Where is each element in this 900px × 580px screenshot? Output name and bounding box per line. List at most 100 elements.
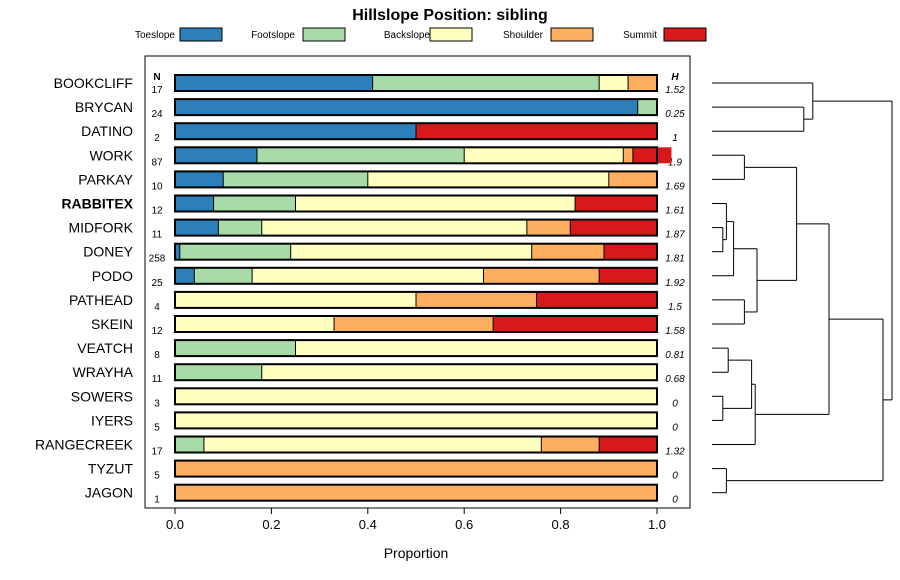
bar-segment-shoulder xyxy=(628,75,657,91)
bar-row-parkay: PARKAY 10 1.69 xyxy=(78,170,685,192)
bar-row-iyers: IYERS 5 0 xyxy=(91,411,678,433)
bar-outline xyxy=(174,459,658,478)
bar-segment-toeslope xyxy=(175,99,638,116)
n-value: 25 xyxy=(151,278,163,289)
site-label: PODO xyxy=(92,268,133,284)
bar-segment-footslope xyxy=(372,75,600,91)
site-label: RABBITEX xyxy=(61,196,133,212)
bar-row-rangecreek: RANGECREEK 17 1.32 xyxy=(35,435,685,458)
bar-outline xyxy=(174,435,658,454)
site-label: VEATCH xyxy=(77,340,133,356)
n-value: 11 xyxy=(152,374,163,385)
h-value: 1.52 xyxy=(665,85,685,96)
h-value: 1 xyxy=(672,133,678,144)
h-value: 1.5 xyxy=(668,302,682,313)
n-value: 10 xyxy=(151,181,163,192)
site-label: DATINO xyxy=(81,123,133,139)
n-value: 12 xyxy=(151,326,163,337)
bar-segment-shoulder xyxy=(541,436,600,453)
legend-label-footslope: Footslope xyxy=(251,30,295,41)
bar-outline xyxy=(174,411,658,430)
bar-outline xyxy=(174,98,658,117)
bar-outline xyxy=(174,218,658,237)
bar-segment-footslope xyxy=(175,364,262,381)
site-label: DONEY xyxy=(83,244,133,260)
plot-frame xyxy=(144,55,691,509)
bar-segment-backslope xyxy=(295,195,576,212)
bar-segment-footslope xyxy=(218,219,262,236)
bar-segment-backslope xyxy=(367,171,609,188)
bar-row-brycan: BRYCAN 24 0.25 xyxy=(75,98,685,120)
n-column-header: N xyxy=(153,72,160,83)
h-value: 0 xyxy=(672,398,678,409)
n-value: 17 xyxy=(151,85,163,96)
bar-row-veatch: VEATCH 8 0.81 xyxy=(77,339,685,361)
bar-outline xyxy=(174,170,658,189)
h-column-header: H xyxy=(671,72,679,83)
h-value: 1.92 xyxy=(665,278,685,289)
bar-row-jagon: JAGON 1 0 xyxy=(85,483,678,506)
n-value: 24 xyxy=(151,109,163,120)
h-value: 0 xyxy=(672,422,678,433)
bar-segment-footslope xyxy=(637,99,657,116)
legend-label-summit: Summit xyxy=(623,30,657,41)
h-value: 0 xyxy=(672,495,678,506)
site-label: RANGECREEK xyxy=(35,437,134,453)
site-label: PARKAY xyxy=(78,171,133,187)
bar-outline xyxy=(174,242,658,261)
x-tick-label: 0.4 xyxy=(359,517,377,532)
bar-outline xyxy=(174,363,658,382)
bar-segment-toeslope xyxy=(175,219,219,236)
bar-row-datino: DATINO 2 1 xyxy=(81,122,678,144)
bar-segment-summit xyxy=(493,316,657,332)
bar-segment-backslope xyxy=(175,291,416,308)
n-value: 12 xyxy=(151,206,163,217)
bar-segment-backslope xyxy=(261,219,527,236)
chart-title: Hillslope Position: sibling xyxy=(352,7,548,24)
bar-segment-shoulder xyxy=(416,291,537,308)
n-value: 1 xyxy=(154,495,160,506)
bar-segment-footslope xyxy=(213,195,296,212)
x-tick-label: 0.8 xyxy=(552,517,570,532)
bar-segment-footslope xyxy=(256,147,465,164)
n-value: 17 xyxy=(151,447,163,458)
bar-segment-footslope xyxy=(175,436,204,453)
bar-segment-toeslope xyxy=(175,243,180,260)
site-label: IYERS xyxy=(91,412,133,428)
legend-label-shoulder: Shoulder xyxy=(503,30,544,41)
n-value: 3 xyxy=(154,398,160,409)
bar-segment-shoulder xyxy=(175,484,657,501)
bar-segment-shoulder xyxy=(608,171,657,188)
h-value: 0.81 xyxy=(665,350,684,361)
bar-segment-toeslope xyxy=(175,171,224,188)
bar-segment-summit xyxy=(603,243,657,260)
bar-row-rabbitex: RABBITEX 12 1.61 xyxy=(61,194,685,217)
bar-segment-summit xyxy=(570,219,657,236)
bar-row-work: WORK 87 1.9 xyxy=(89,146,682,168)
h-value: 0.25 xyxy=(665,109,685,120)
h-value: 0 xyxy=(672,471,678,482)
bar-outline xyxy=(174,339,658,358)
bar-outline xyxy=(174,122,658,141)
bar-segment-footslope xyxy=(194,267,253,284)
bar-segment-toeslope xyxy=(175,147,257,164)
legend-label-backslope: Backslope xyxy=(384,30,431,41)
bar-outline xyxy=(174,194,658,213)
bar-row-tyzut: TYZUT 5 0 xyxy=(88,459,678,482)
bar-segment-backslope xyxy=(464,147,624,164)
bar-segment-shoulder xyxy=(483,267,600,284)
bar-segment-shoulder xyxy=(175,460,657,477)
legend-swatch-toeslope xyxy=(179,27,223,42)
bar-segment-summit xyxy=(599,267,657,284)
x-tick-label: 0.6 xyxy=(455,517,473,532)
bar-segment-toeslope xyxy=(175,123,416,140)
bar-segment-backslope xyxy=(175,412,657,429)
h-value: 1.87 xyxy=(665,230,685,241)
bar-outline xyxy=(174,315,658,333)
bar-row-wrayha: WRAYHA 11 0.68 xyxy=(73,363,685,385)
bar-segment-toeslope xyxy=(175,267,195,284)
site-label: TYZUT xyxy=(88,461,134,477)
n-value: 4 xyxy=(154,302,160,313)
bar-segment-shoulder xyxy=(334,316,494,332)
bar-row-podo: PODO 25 1.92 xyxy=(92,266,685,289)
